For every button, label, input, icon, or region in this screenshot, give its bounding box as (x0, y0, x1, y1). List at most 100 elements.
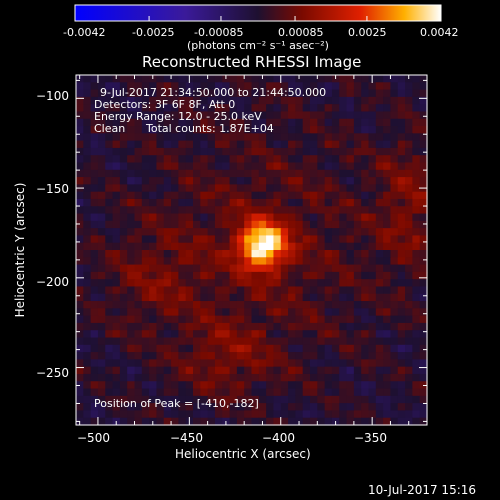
heatmap-cell (397, 403, 406, 412)
heatmap-cell (302, 271, 311, 280)
heatmap-cell (97, 184, 106, 193)
heatmap-cell (185, 126, 194, 134)
heatmap-cell (258, 286, 267, 295)
heatmap-cell (324, 213, 333, 222)
heatmap-cell (244, 417, 253, 426)
heatmap-cell (222, 169, 231, 178)
heatmap-cell (288, 381, 296, 390)
heatmap-cell (361, 279, 370, 288)
heatmap-cell (207, 162, 216, 171)
heatmap-cell (200, 271, 209, 280)
heatmap-cell (163, 286, 172, 295)
heatmap-cell (288, 198, 296, 207)
heatmap-cell (405, 235, 413, 244)
x-axis-label: Heliocentric X (arcsec) (175, 447, 311, 461)
heatmap-cell (397, 75, 406, 83)
heatmap-cell (149, 337, 158, 346)
heatmap-cell (258, 169, 267, 178)
heatmap-cell (339, 213, 348, 222)
heatmap-cell (119, 169, 128, 178)
heatmap-cell (397, 133, 406, 142)
heatmap-cell (397, 271, 406, 280)
heatmap-cell (236, 417, 245, 426)
heatmap-cell (97, 235, 106, 244)
heatmap-cell (178, 198, 187, 207)
heatmap-cell (339, 337, 348, 346)
heatmap-cell (244, 322, 253, 331)
heatmap-cell (353, 147, 362, 156)
heatmap-cell (317, 118, 326, 127)
heatmap-cell (207, 235, 216, 244)
heatmap-cell (134, 417, 143, 426)
heatmap-cell (119, 118, 128, 127)
heatmap-cell (266, 395, 275, 404)
heatmap-cell (171, 191, 179, 200)
heatmap-cell (193, 293, 201, 302)
heatmap-cell (280, 279, 289, 288)
heatmap-cell (185, 177, 194, 185)
heatmap-cell (207, 169, 216, 178)
heatmap-cell (90, 169, 99, 178)
heatmap-cell (258, 177, 267, 185)
heatmap-cell (127, 82, 136, 91)
heatmap-cell (273, 169, 282, 178)
heatmap-cell (214, 96, 223, 105)
heatmap-cell (178, 118, 187, 127)
heatmap-cell (397, 308, 406, 317)
heatmap-cell (236, 308, 245, 317)
heatmap-cell (156, 315, 165, 324)
heatmap-cell (295, 286, 304, 295)
heatmap-cell (368, 206, 377, 215)
heatmap-cell (200, 279, 209, 288)
heatmap-cell (368, 89, 377, 98)
heatmap-cell (119, 75, 128, 83)
heatmap-cell (383, 366, 392, 375)
heatmap-cell (244, 96, 253, 105)
heatmap-cell (200, 315, 209, 324)
heatmap-cell (163, 242, 172, 251)
heatmap-cell (236, 381, 245, 390)
heatmap-cell (288, 330, 296, 339)
heatmap-cell (375, 118, 384, 127)
heatmap-cell (105, 198, 114, 207)
heatmap-cell (229, 344, 238, 353)
heatmap-cell (324, 155, 333, 164)
heatmap-cell (331, 169, 340, 178)
heatmap-cell (383, 147, 392, 156)
heatmap-cell (405, 366, 413, 375)
colorbar-tick-label: 0.00085 (278, 26, 324, 39)
heatmap-cell (127, 264, 136, 273)
heatmap-cell (119, 250, 128, 258)
heatmap-cell (76, 366, 84, 375)
heatmap-cell (251, 373, 260, 382)
heatmap-cell (119, 242, 128, 251)
heatmap-cell (185, 133, 194, 142)
heatmap-cell (353, 177, 362, 185)
heatmap-cell (288, 322, 296, 331)
heatmap-cell (149, 330, 158, 339)
heatmap-cell (266, 242, 275, 251)
heatmap-cell (119, 279, 128, 288)
heatmap-cell (127, 279, 136, 288)
heatmap-cell (200, 169, 209, 178)
heatmap-cell (324, 198, 333, 207)
heatmap-cell (178, 373, 187, 382)
heatmap-cell (156, 220, 165, 229)
heatmap-cell (119, 286, 128, 295)
heatmap-cell (105, 228, 114, 237)
heatmap-cell (368, 250, 377, 258)
heatmap-cell (134, 279, 143, 288)
heatmap-cell (361, 388, 370, 397)
heatmap-cell (105, 271, 114, 280)
heatmap-cell (251, 228, 260, 237)
heatmap-cell (412, 220, 421, 229)
heatmap-cell (134, 395, 143, 404)
heatmap-cell (317, 388, 326, 397)
heatmap-cell (317, 89, 326, 98)
heatmap-cell (207, 322, 216, 331)
heatmap-cell (127, 403, 136, 412)
heatmap-cell (222, 104, 231, 113)
heatmap-cell (214, 301, 223, 309)
heatmap-cell (273, 96, 282, 105)
heatmap-cell (207, 373, 216, 382)
